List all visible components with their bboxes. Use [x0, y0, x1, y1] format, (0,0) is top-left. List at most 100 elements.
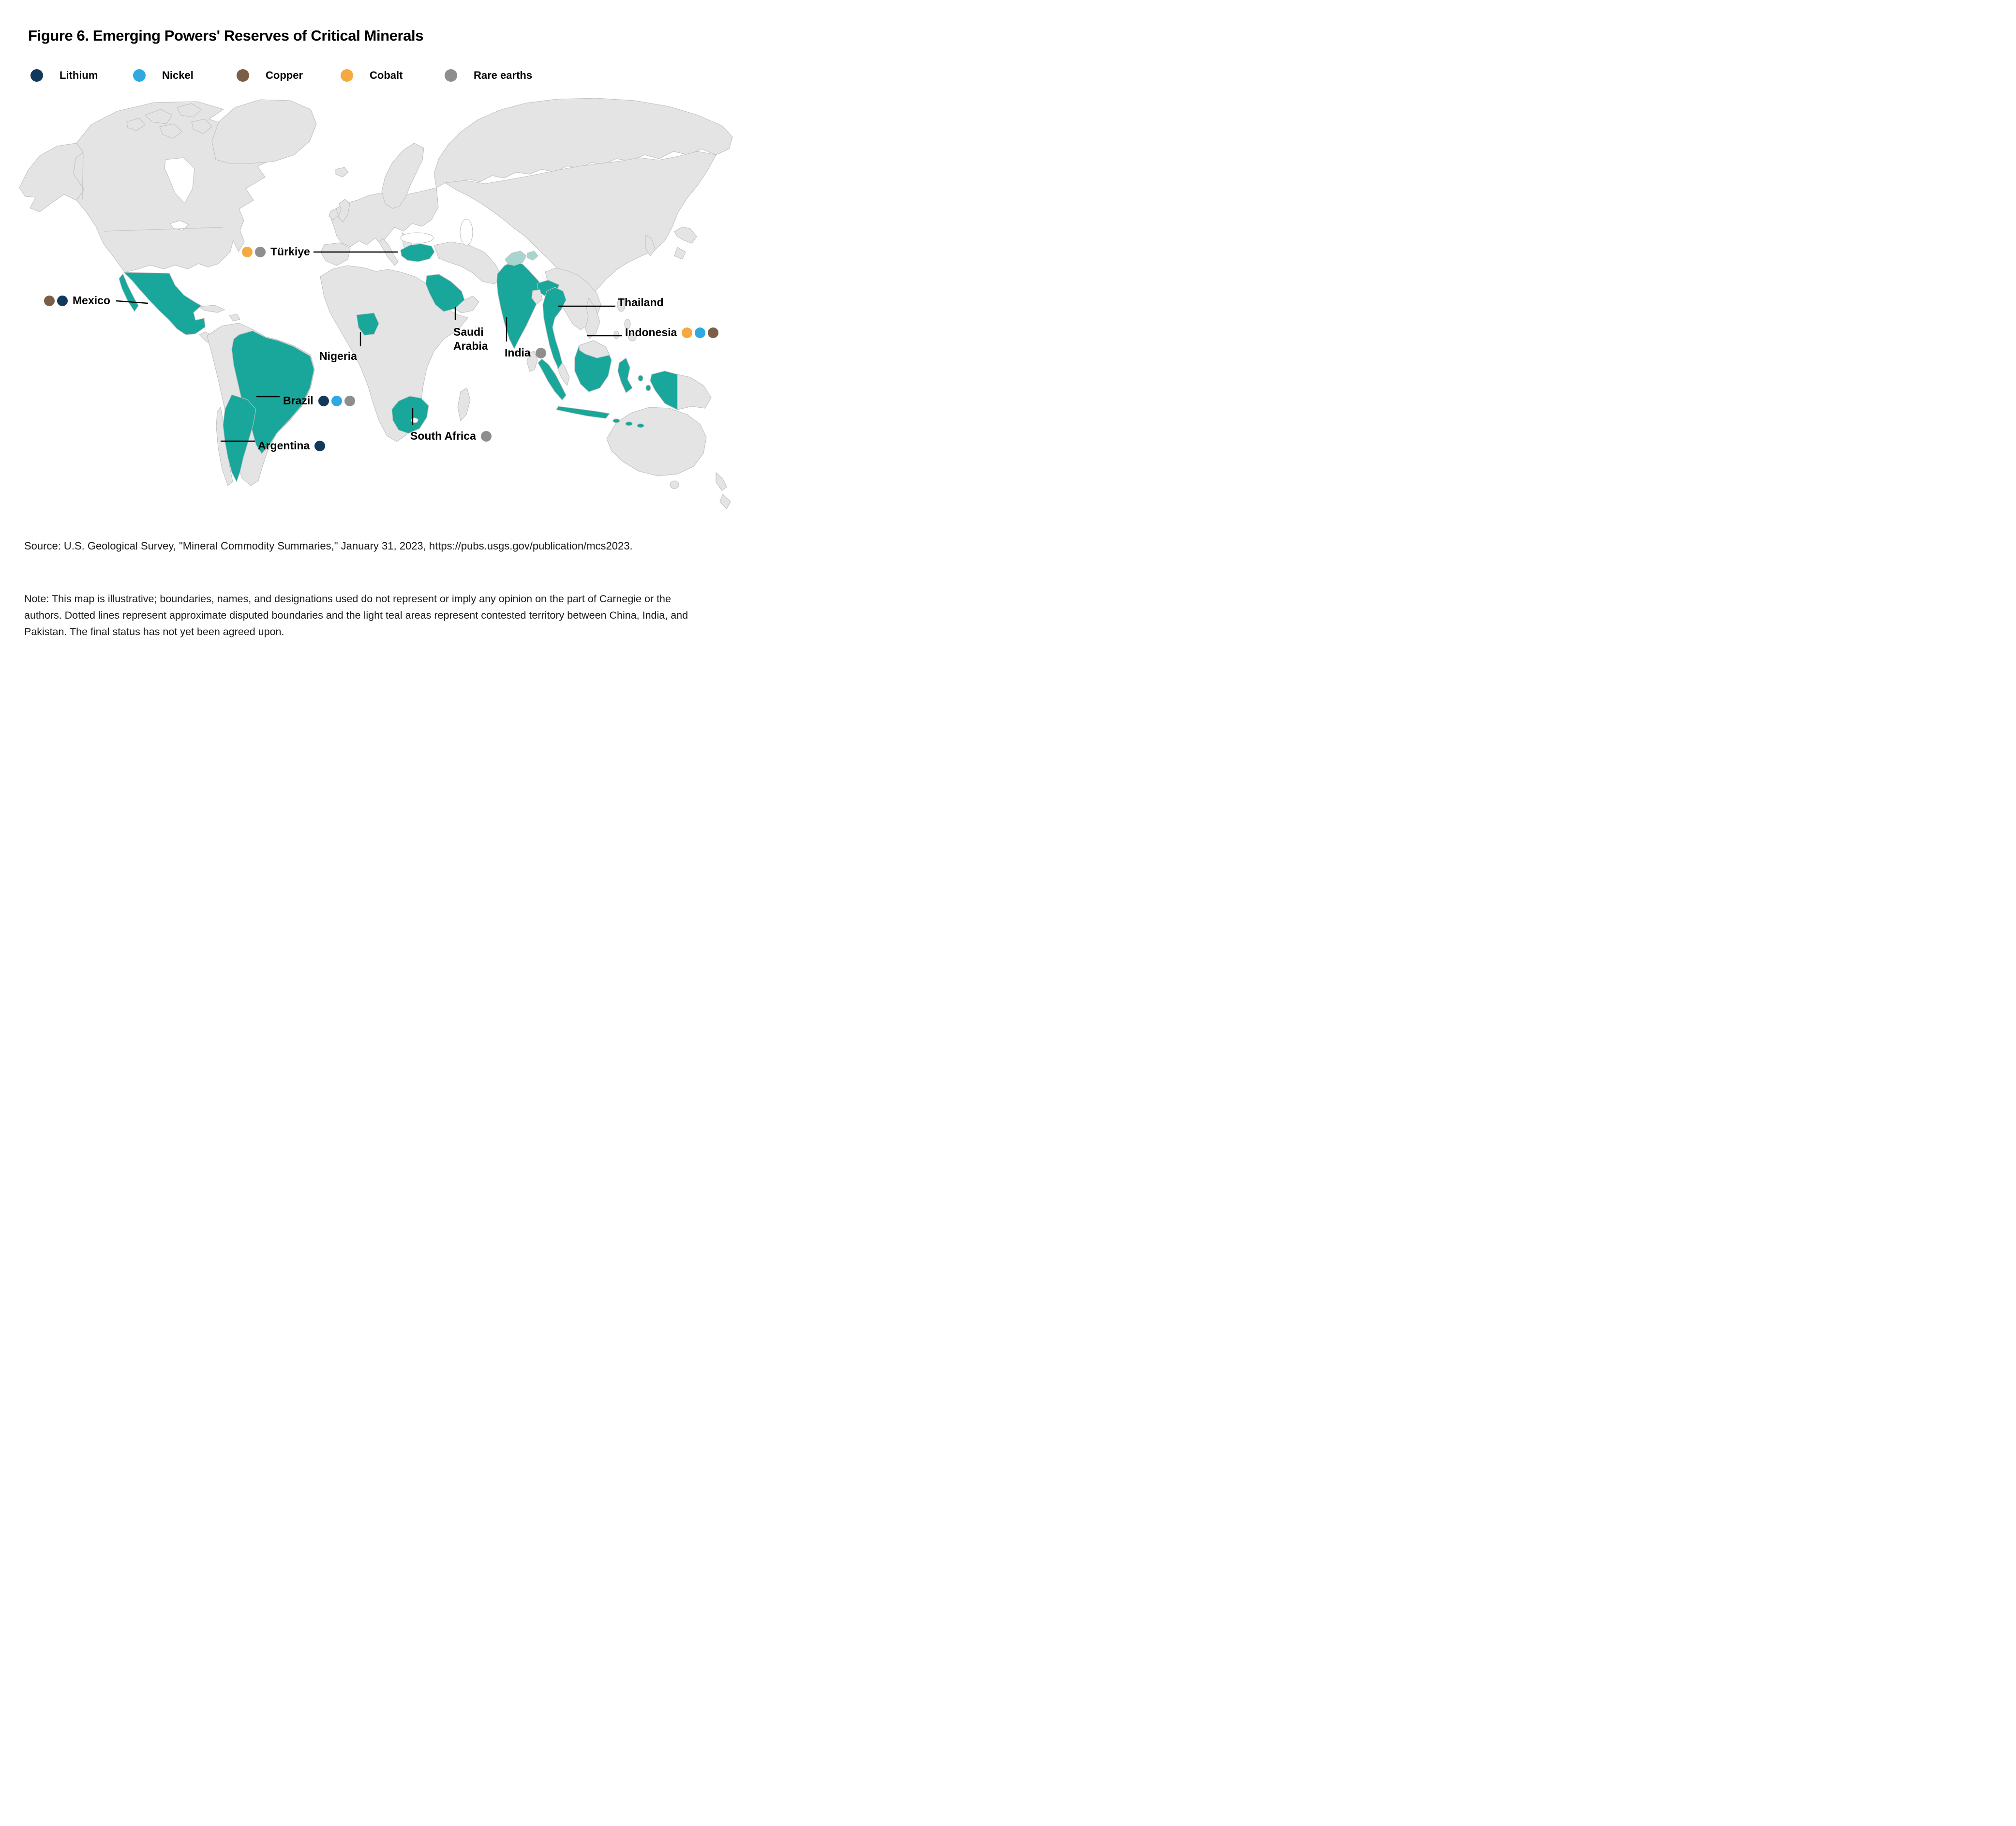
- legend-item-rare-earths: Rare earths: [445, 69, 532, 82]
- country-thailand: [542, 287, 567, 370]
- mineral-dots: [242, 247, 266, 257]
- country-south-africa: [391, 396, 429, 434]
- country-indonesia-sunda: [637, 423, 644, 428]
- landmass-cuba: [197, 305, 225, 313]
- legend-item-cobalt: Cobalt: [341, 69, 403, 82]
- world-map: [19, 98, 733, 509]
- internal-borders: [82, 152, 223, 232]
- landmass-arctic-island: [159, 123, 182, 139]
- country-indonesia-sunda: [612, 418, 620, 423]
- map-label-thailand: Thailand: [618, 296, 664, 310]
- figure-title: Figure 6. Emerging Powers' Reserves of C…: [28, 27, 424, 44]
- landmass-russia: [433, 98, 733, 188]
- landmass-japan: [674, 247, 686, 260]
- landmass-philippines: [624, 319, 631, 329]
- map-label-saudi-arabia: Saudi Arabia: [453, 325, 498, 353]
- overlay-gray-layer: [531, 289, 610, 358]
- mineral-dots: [480, 431, 492, 442]
- mineral-dots: [535, 348, 546, 358]
- map-label-mexico: Mexico: [44, 294, 110, 308]
- landmass-tasmania: [670, 480, 679, 489]
- country-label: Brazil: [283, 394, 314, 407]
- landmass-sri-lanka: [526, 351, 538, 372]
- country-indonesia-sulawesi: [617, 357, 633, 393]
- landmass-borneo-north-malaysia: [579, 340, 610, 358]
- mineral-dot-lithium: [318, 396, 329, 406]
- landmass-bangladesh: [531, 289, 543, 305]
- mineral-dot-lithium: [314, 441, 326, 451]
- country-label: Indonesia: [625, 326, 677, 339]
- mineral-dots: [44, 296, 68, 306]
- landmass-arctic-island: [177, 103, 202, 118]
- source-text: Source: U.S. Geological Survey, "Mineral…: [24, 540, 633, 552]
- country-turkiye: [400, 243, 435, 262]
- legend-label: Rare earths: [474, 69, 533, 81]
- landmass-iceland: [335, 167, 349, 178]
- country-mexico: [123, 272, 206, 335]
- country-india: [496, 261, 542, 350]
- country-indonesia-java: [556, 406, 611, 419]
- landmass-greenland: [211, 99, 317, 164]
- rare-earths-dot-icon: [445, 69, 457, 82]
- lithium-dot-icon: [30, 69, 43, 82]
- landmass-hispaniola: [229, 314, 240, 322]
- mineral-legend: Lithium Nickel Copper Cobalt Rare earths: [0, 69, 748, 83]
- nickel-dot-icon: [133, 69, 146, 82]
- highlighted-countries-layer: [119, 243, 678, 483]
- country-label: Türkiye: [270, 245, 310, 258]
- mineral-dot-copper: [44, 296, 55, 306]
- legend-label: Cobalt: [370, 69, 403, 81]
- legend-item-copper: Copper: [237, 69, 303, 82]
- mineral-dot-nickel: [695, 327, 706, 338]
- map-label-turkiye: Türkiye: [242, 245, 310, 259]
- landmass-europe: [329, 187, 439, 247]
- landmass-iberia: [320, 242, 351, 266]
- landmass-new-zealand: [719, 494, 731, 509]
- landmass-africa: [320, 265, 468, 442]
- landmass-alaska: [19, 143, 85, 212]
- landmass-scandinavia: [381, 143, 424, 209]
- country-label: Nigeria: [319, 350, 357, 363]
- cobalt-dot-icon: [341, 69, 353, 82]
- map-label-south-africa: South Africa: [410, 429, 492, 444]
- note-text: Note: This map is illustrative; boundari…: [24, 593, 688, 638]
- country-label: India: [505, 346, 531, 359]
- landmass-vietnam: [585, 297, 600, 339]
- country-label: Thailand: [618, 296, 664, 309]
- mineral-dots: [318, 396, 355, 406]
- landmass-philippines: [613, 330, 619, 339]
- country-label: Mexico: [73, 294, 110, 307]
- landmass-britain: [338, 199, 350, 223]
- country-nigeria: [356, 312, 379, 336]
- legend-item-nickel: Nickel: [133, 69, 194, 82]
- mineral-dot-cobalt: [242, 247, 253, 257]
- great-lakes: [170, 220, 189, 231]
- mineral-dot-copper: [708, 327, 719, 338]
- mineral-dot-lithium: [57, 296, 68, 306]
- contested-aksai-chin: [527, 251, 538, 261]
- country-label: South Africa: [410, 430, 476, 443]
- country-indonesia-west-papua: [650, 371, 678, 410]
- caspian-sea: [460, 219, 473, 246]
- country-indonesia-maluku: [645, 385, 651, 391]
- legend-item-lithium: Lithium: [30, 69, 98, 82]
- country-indonesia-maluku: [638, 375, 643, 382]
- landmass-philippines: [628, 333, 637, 341]
- map-label-nigeria: Nigeria: [319, 349, 357, 364]
- landmass-papua-new-guinea: [677, 374, 712, 410]
- landmass-japan: [674, 226, 697, 244]
- landmass-korea: [645, 235, 656, 256]
- legend-label: Nickel: [162, 69, 194, 81]
- black-sea: [400, 232, 434, 244]
- landmass-arctic-island: [145, 109, 173, 124]
- mineral-dots: [682, 327, 719, 338]
- country-indonesia-sumatra: [538, 358, 567, 401]
- copper-dot-icon: [237, 69, 249, 82]
- figure-container: Figure 6. Emerging Powers' Reserves of C…: [0, 0, 748, 678]
- mineral-dot-rare_earths: [480, 431, 492, 442]
- landmass-ireland: [329, 208, 339, 221]
- country-argentina: [223, 394, 256, 483]
- mineral-dot-cobalt: [682, 327, 693, 338]
- landmass-new-zealand: [716, 472, 727, 491]
- country-indonesia-sunda: [625, 421, 633, 426]
